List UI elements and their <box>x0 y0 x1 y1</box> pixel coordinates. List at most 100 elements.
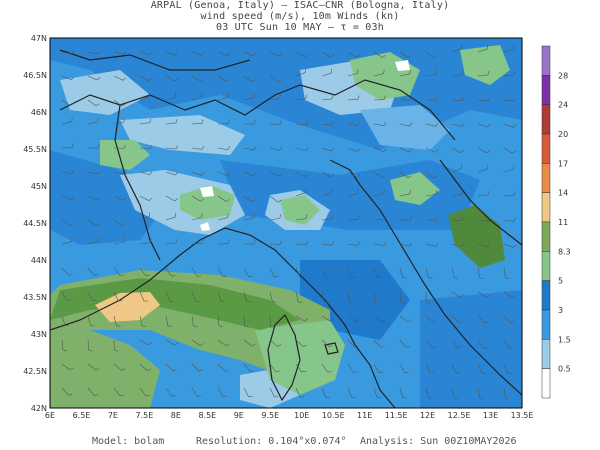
legend-swatch <box>541 45 551 76</box>
wind-barb <box>477 44 489 53</box>
wind-barb <box>191 119 204 125</box>
wind-barb <box>347 189 359 197</box>
wind-barb <box>165 212 177 221</box>
wind-barb <box>373 95 386 101</box>
wind-barb <box>373 291 379 304</box>
legend-level-label: 20 <box>558 130 568 139</box>
wind-barb <box>321 291 328 303</box>
wind-barb <box>451 243 465 248</box>
wind-barb <box>61 339 67 352</box>
wind-barb <box>139 75 153 81</box>
wind-barb <box>425 339 437 349</box>
legend-swatch <box>541 192 551 223</box>
wind-barb <box>399 291 405 304</box>
wind-barb <box>243 213 255 221</box>
wind-barb <box>295 147 309 152</box>
wind-barb <box>165 291 174 302</box>
legend-level-label: 14 <box>558 189 568 198</box>
wind-barb <box>87 315 95 327</box>
wind-barb <box>139 387 150 397</box>
wind-barb <box>165 119 178 125</box>
wind-barb <box>451 339 462 349</box>
wind-barb <box>165 171 179 176</box>
wind-barb <box>113 170 127 175</box>
wind-barb <box>191 267 202 277</box>
wind-barb <box>61 143 74 149</box>
wind-barb <box>113 339 119 352</box>
wind-barb <box>477 243 491 248</box>
wind-barb <box>399 339 411 348</box>
wind-barb <box>87 50 101 55</box>
wind-barb <box>295 51 309 57</box>
wind-barb <box>269 291 277 303</box>
wind-barb <box>503 71 516 77</box>
wind-barb <box>139 291 149 302</box>
wind-barb <box>165 145 179 150</box>
lon-label: 7E <box>108 411 118 420</box>
wind-barb <box>191 93 203 101</box>
wind-barb <box>165 239 178 245</box>
wind-barb <box>321 363 332 373</box>
wind-barb <box>399 363 409 374</box>
wind-barb <box>477 217 491 222</box>
wind-barb <box>217 315 223 328</box>
wind-barb <box>244 240 256 245</box>
wind-barb <box>217 146 231 151</box>
wind-barb <box>165 267 176 277</box>
wind-barb <box>321 121 335 126</box>
wind-barb <box>191 339 204 346</box>
header-line-3: 03 UTC Sun 10 MAY – τ = 03h <box>216 22 384 33</box>
wind-barb <box>295 291 303 303</box>
wind-barb <box>217 51 231 57</box>
wind-barb <box>113 99 126 107</box>
wind-barb <box>269 94 281 101</box>
wind-barbs <box>61 44 517 400</box>
wind-barb <box>61 50 75 55</box>
lon-label: 12.5E <box>448 411 471 420</box>
wind-barb <box>243 195 256 203</box>
wind-barb <box>269 120 282 125</box>
wind-barb <box>373 363 383 373</box>
legend-level-label: 28 <box>558 71 568 80</box>
wind-barb <box>321 215 334 221</box>
wind-barb <box>321 241 335 246</box>
wind-barb <box>503 363 512 374</box>
lon-label: 9E <box>234 411 244 420</box>
wind-barb <box>87 267 99 276</box>
wind-barb <box>503 45 515 53</box>
wind-barb <box>217 75 230 82</box>
wind-barb <box>113 75 127 81</box>
lat-label: 46N <box>31 108 47 117</box>
footer-model: Model: bolam <box>92 436 165 447</box>
wind-barb <box>191 75 204 82</box>
wind-barb <box>217 363 229 372</box>
wind-barb <box>269 214 281 221</box>
wind-barb <box>88 144 100 149</box>
wind-barb <box>87 195 101 201</box>
wind-barb <box>269 363 281 373</box>
wind-barb <box>503 165 515 173</box>
wind-barb <box>321 51 334 58</box>
wind-barb <box>451 291 464 298</box>
wind-barb <box>295 339 308 347</box>
wind-barb <box>269 146 283 151</box>
lon-label: 8.5E <box>198 411 216 420</box>
wind-barb <box>139 144 152 149</box>
lat-label: 44N <box>31 256 47 265</box>
lat-label: 45N <box>31 182 47 191</box>
map-frame <box>49 37 523 409</box>
wind-barb <box>295 315 308 322</box>
wind-barb <box>165 339 178 346</box>
lon-label: 6E <box>45 411 55 420</box>
wind-barb <box>243 291 251 303</box>
wind-barb <box>191 363 203 372</box>
wind-barb <box>321 147 335 152</box>
wind-barb <box>373 267 382 279</box>
wind-barb <box>399 122 413 127</box>
wind-barb <box>61 170 75 175</box>
wind-barb <box>217 267 227 277</box>
wind-barb <box>451 147 465 153</box>
lon-label: 9.5E <box>261 411 279 420</box>
lat-label: 43N <box>31 330 47 339</box>
wind-barb <box>269 75 282 83</box>
